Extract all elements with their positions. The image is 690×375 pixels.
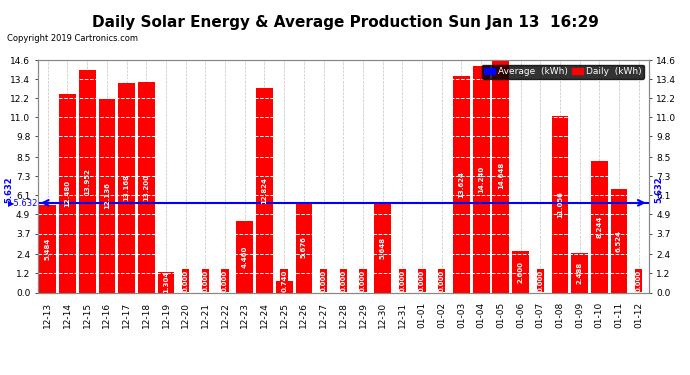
Text: 12-22: 12-22	[221, 302, 230, 328]
Text: 12-14: 12-14	[63, 302, 72, 328]
Text: 01-08: 01-08	[555, 302, 564, 328]
Bar	[138, 82, 155, 292]
Text: 12-13: 12-13	[43, 302, 52, 328]
Text: 12-27: 12-27	[319, 302, 328, 328]
Text: 12-20: 12-20	[181, 302, 190, 328]
Bar	[118, 83, 135, 292]
Bar	[571, 253, 588, 292]
Text: 11.056: 11.056	[557, 191, 563, 218]
Text: 13.952: 13.952	[84, 168, 90, 195]
Text: 13.624: 13.624	[458, 171, 464, 198]
Bar	[237, 222, 253, 292]
Text: ▶5.632: ▶5.632	[8, 198, 38, 207]
Text: 12-28: 12-28	[339, 302, 348, 328]
Text: 1.304: 1.304	[163, 271, 169, 293]
Text: 0.000: 0.000	[202, 270, 208, 292]
Text: 5.676: 5.676	[301, 236, 307, 258]
Bar	[453, 75, 470, 292]
Text: 14.240: 14.240	[478, 165, 484, 193]
Text: 5.484: 5.484	[45, 238, 51, 260]
Text: 12-31: 12-31	[398, 302, 407, 328]
Text: 12-24: 12-24	[260, 302, 269, 328]
Text: 12-19: 12-19	[161, 302, 170, 328]
Text: 01-01: 01-01	[417, 302, 426, 328]
Text: 0.000: 0.000	[419, 270, 425, 292]
Bar	[295, 202, 313, 292]
Text: 13.200: 13.200	[144, 174, 149, 201]
Legend: Average  (kWh), Daily  (kWh): Average (kWh), Daily (kWh)	[482, 64, 644, 79]
Text: 12-18: 12-18	[141, 302, 151, 328]
Text: 01-02: 01-02	[437, 302, 446, 328]
Bar	[512, 251, 529, 292]
Bar	[611, 189, 627, 292]
Text: 01-04: 01-04	[477, 302, 486, 328]
Text: 0.000: 0.000	[400, 270, 405, 292]
Bar	[276, 281, 293, 292]
Text: Daily Solar Energy & Average Production Sun Jan 13  16:29: Daily Solar Energy & Average Production …	[92, 15, 598, 30]
Text: 12-21: 12-21	[201, 302, 210, 328]
Text: 13.168: 13.168	[124, 174, 130, 201]
Text: 0.000: 0.000	[635, 270, 642, 292]
Bar	[256, 88, 273, 292]
Text: 01-11: 01-11	[615, 302, 624, 328]
Text: 2.488: 2.488	[577, 262, 582, 284]
Text: 01-07: 01-07	[535, 302, 545, 328]
Text: 01-12: 01-12	[634, 302, 643, 328]
Text: 5.632: 5.632	[4, 176, 14, 203]
Text: 12.136: 12.136	[104, 182, 110, 209]
Text: 0.000: 0.000	[538, 270, 543, 292]
Text: 12.480: 12.480	[64, 180, 70, 207]
Text: 0.000: 0.000	[222, 270, 228, 292]
Text: 12-29: 12-29	[359, 302, 368, 328]
Text: 14.648: 14.648	[498, 162, 504, 189]
Text: 01-03: 01-03	[457, 302, 466, 328]
Text: 0.000: 0.000	[360, 270, 366, 292]
Text: 5.648: 5.648	[380, 237, 386, 259]
Text: 12.824: 12.824	[262, 177, 268, 204]
Text: 12-17: 12-17	[122, 302, 131, 328]
Text: 01-09: 01-09	[575, 302, 584, 328]
Bar	[374, 202, 391, 292]
Text: 01-06: 01-06	[516, 302, 525, 328]
Text: 4.460: 4.460	[241, 246, 248, 268]
Text: 0.000: 0.000	[183, 270, 188, 292]
Bar	[551, 116, 569, 292]
Bar	[591, 161, 608, 292]
Text: 01-10: 01-10	[595, 302, 604, 328]
Text: 12-16: 12-16	[102, 302, 111, 328]
Text: 0.000: 0.000	[321, 270, 326, 292]
Text: 01-05: 01-05	[496, 302, 505, 328]
Text: 6.524: 6.524	[616, 230, 622, 252]
Text: 0.000: 0.000	[340, 270, 346, 292]
Bar	[99, 99, 115, 292]
Text: Copyright 2019 Cartronics.com: Copyright 2019 Cartronics.com	[7, 34, 138, 43]
Text: 8.244: 8.244	[596, 216, 602, 238]
Text: 2.600: 2.600	[518, 261, 524, 283]
Bar	[39, 205, 56, 292]
Text: 12-23: 12-23	[240, 302, 249, 328]
Text: 12-15: 12-15	[83, 302, 92, 328]
Text: 12-26: 12-26	[299, 302, 308, 328]
Text: 0.740: 0.740	[282, 269, 287, 292]
Text: 5.632: 5.632	[654, 176, 664, 203]
Bar	[473, 66, 489, 292]
Bar	[79, 70, 96, 292]
Bar	[493, 59, 509, 292]
Text: 12-25: 12-25	[279, 302, 288, 328]
Bar	[157, 272, 175, 292]
Text: 12-30: 12-30	[378, 302, 387, 328]
Bar	[59, 94, 76, 292]
Text: 0.000: 0.000	[439, 270, 445, 292]
